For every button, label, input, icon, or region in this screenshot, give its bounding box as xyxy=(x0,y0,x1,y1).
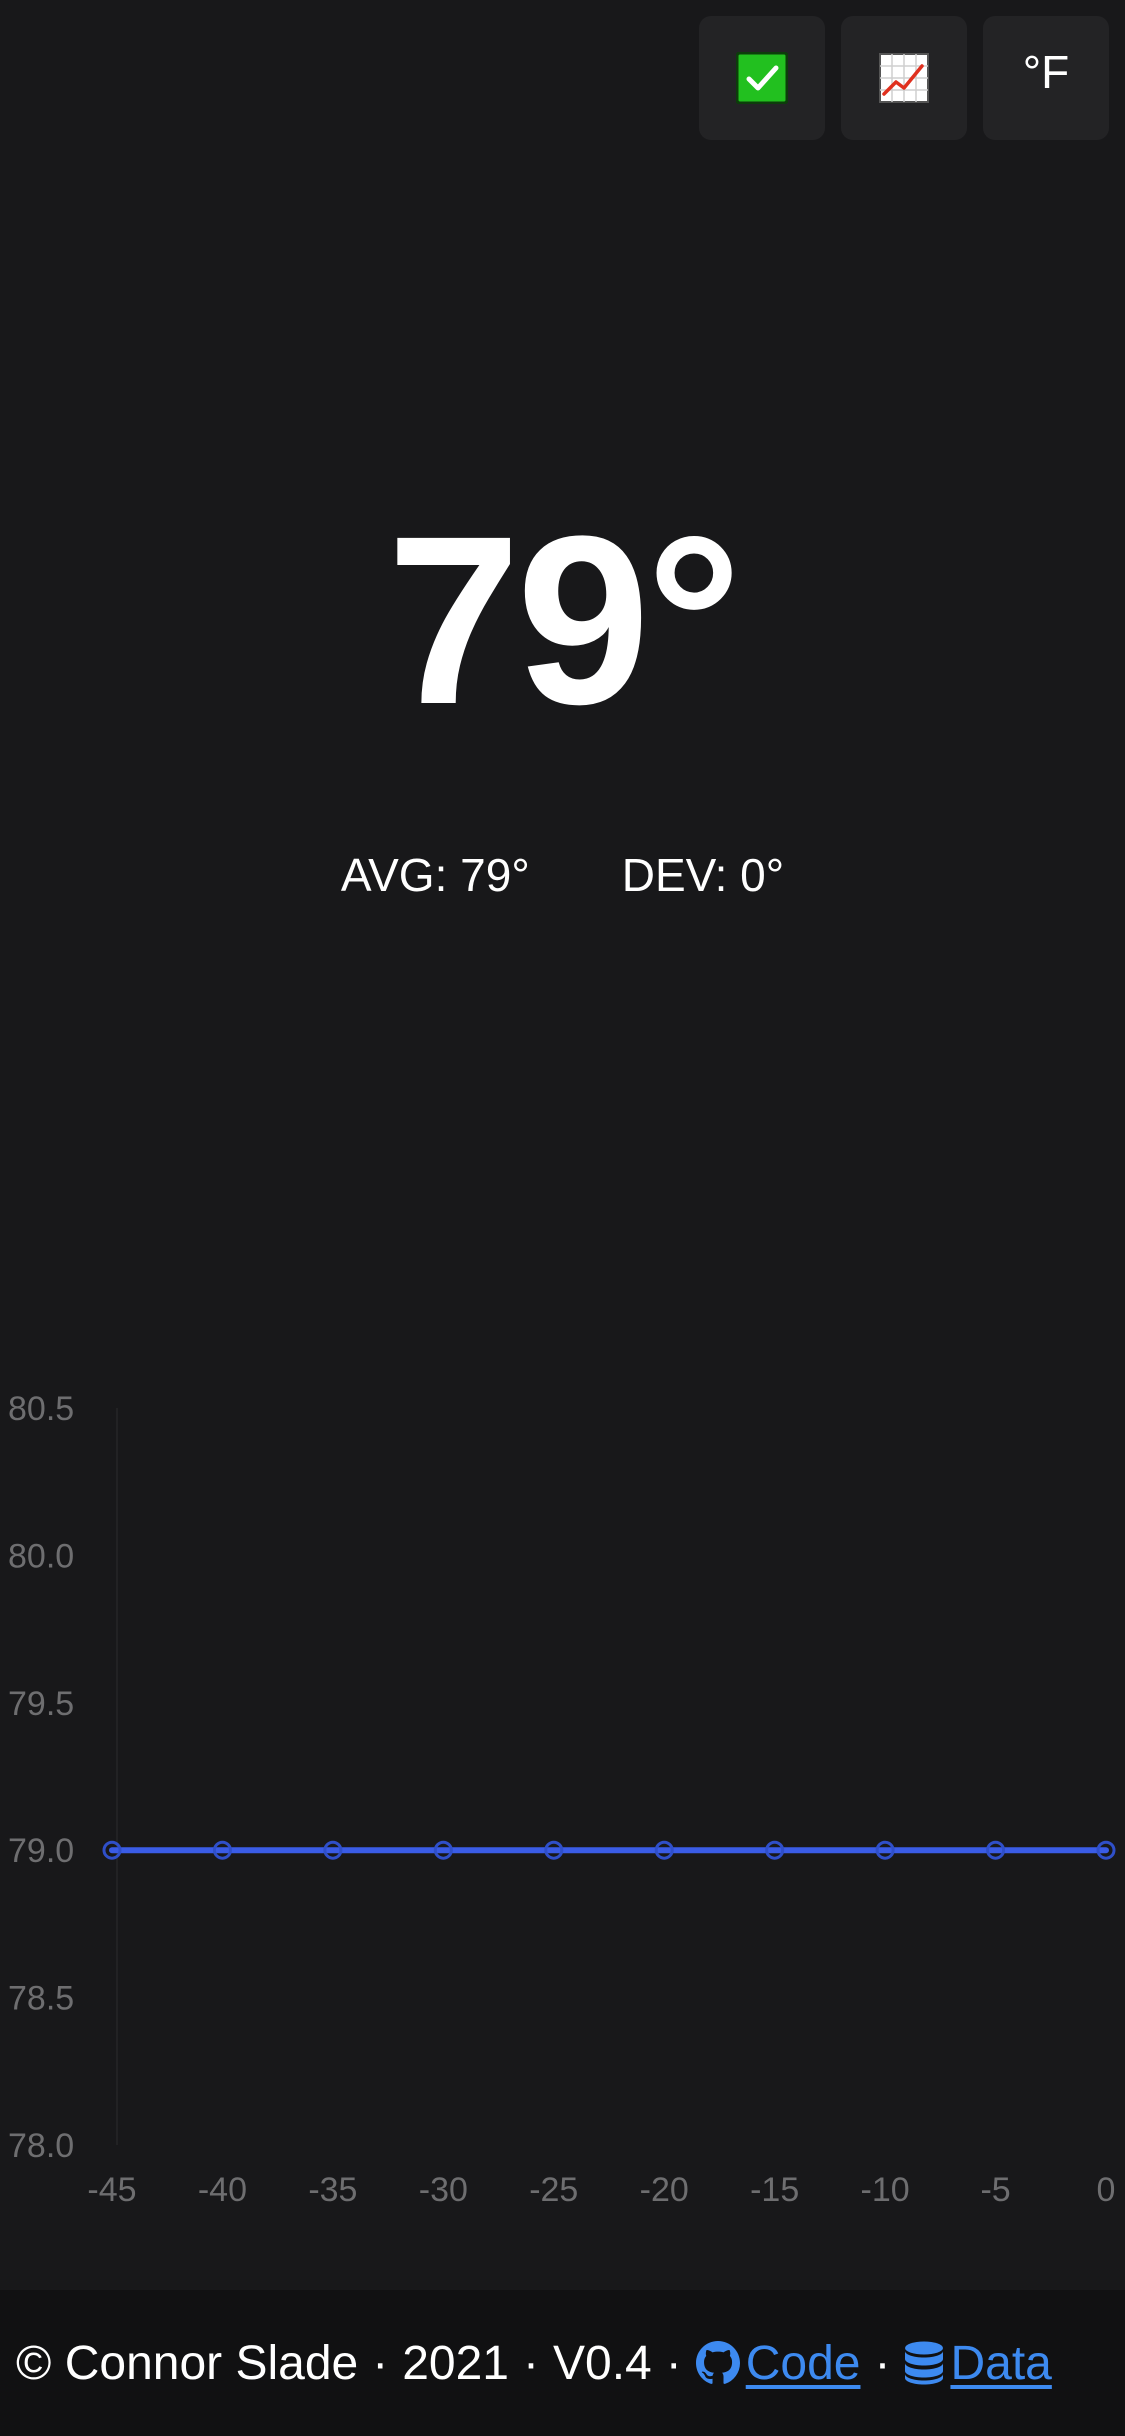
data-point xyxy=(986,1840,1006,1860)
chart-increasing-icon xyxy=(879,53,929,103)
chart-toggle-button[interactable] xyxy=(841,16,967,140)
x-tick-label: -10 xyxy=(861,2171,910,2209)
check-mark-icon xyxy=(736,52,788,104)
temperature-stats: AVG: 79° DEV: 0° xyxy=(0,852,1125,898)
temperature-deviation: DEV: 0° xyxy=(621,849,785,901)
y-tick-label: 80.0 xyxy=(8,1537,74,1575)
status-button[interactable] xyxy=(699,16,825,140)
y-tick-label: 79.0 xyxy=(8,1832,74,1870)
x-tick-label: -30 xyxy=(419,2171,468,2209)
footer: © Connor Slade · 2021 · V0.4 · Code · Da… xyxy=(0,2290,1125,2436)
data-point xyxy=(212,1840,232,1860)
data-point xyxy=(1096,1840,1116,1860)
y-tick-label: 78.0 xyxy=(8,2127,74,2165)
x-tick-label: -45 xyxy=(87,2171,136,2209)
data-point xyxy=(654,1840,674,1860)
average-temperature: AVG: 79° xyxy=(340,849,530,901)
footer-copyright: © Connor Slade xyxy=(16,2336,359,2390)
current-temperature: 79° xyxy=(387,486,742,754)
database-icon xyxy=(905,2341,944,2385)
data-point xyxy=(433,1840,453,1860)
data-point xyxy=(544,1840,564,1860)
data-point xyxy=(875,1840,895,1860)
x-tick-label: -40 xyxy=(198,2171,247,2209)
unit-toggle-button[interactable]: °F xyxy=(983,16,1109,140)
unit-label: °F xyxy=(1022,46,1070,98)
code-link-label: Code xyxy=(745,2336,861,2390)
footer-separator: · xyxy=(874,2336,891,2390)
footer-separator: · xyxy=(665,2336,682,2390)
footer-version: V0.4 xyxy=(552,2336,652,2390)
temperature-history-chart: 80.5 80.0 79.5 79.0 78.5 78.0 -45 -40 -35 -30 -25 -… xyxy=(8,1390,1116,2209)
y-tick-label: 78.5 xyxy=(8,1980,74,2018)
x-tick-label: 0 xyxy=(1097,2171,1116,2209)
x-tick-label: -35 xyxy=(308,2171,357,2209)
y-tick-label: 79.5 xyxy=(8,1685,74,1723)
x-tick-label: -20 xyxy=(640,2171,689,2209)
footer-separator: · xyxy=(372,2336,389,2390)
data-link[interactable]: Data xyxy=(904,2336,1052,2391)
data-point xyxy=(102,1840,122,1860)
toolbar: °F xyxy=(699,16,1109,140)
x-tick-label: -15 xyxy=(750,2171,799,2209)
footer-year: 2021 xyxy=(402,2336,509,2390)
y-tick-label: 80.5 xyxy=(8,1390,74,1428)
x-tick-label: -25 xyxy=(529,2171,578,2209)
data-point xyxy=(323,1840,343,1860)
data-point xyxy=(765,1840,785,1860)
data-link-label: Data xyxy=(950,2336,1052,2390)
code-link[interactable]: Code xyxy=(695,2336,861,2391)
footer-separator: · xyxy=(523,2336,539,2390)
github-icon xyxy=(695,2341,740,2384)
x-tick-label: -5 xyxy=(980,2171,1010,2209)
